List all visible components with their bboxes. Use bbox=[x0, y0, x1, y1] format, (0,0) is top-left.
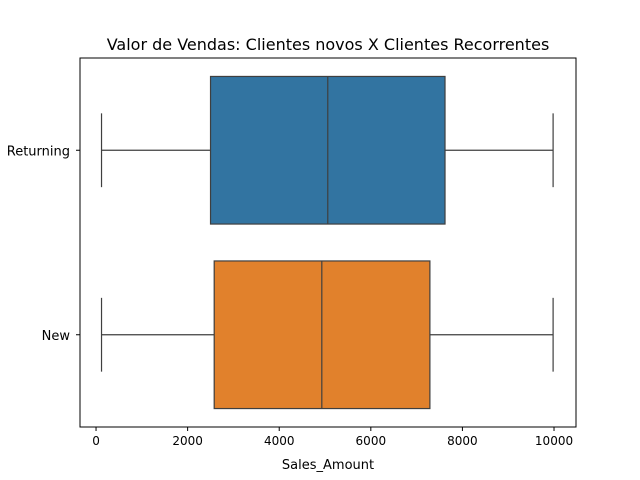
box-returning bbox=[100, 75, 554, 225]
y-axis-ticks: Returning New bbox=[7, 144, 80, 344]
y-tick-label-returning: Returning bbox=[7, 144, 70, 159]
x-tick-label-6000: 6000 bbox=[356, 434, 387, 448]
x-tick-label-0: 0 bbox=[92, 434, 100, 448]
chart-title: Valor de Vendas: Clientes novos X Client… bbox=[107, 35, 550, 54]
box-group bbox=[100, 75, 554, 410]
x-tick-label-8000: 8000 bbox=[447, 434, 478, 448]
x-axis-ticks: 0 2000 4000 6000 8000 10000 bbox=[92, 427, 573, 448]
x-tick-label-2000: 2000 bbox=[172, 434, 203, 448]
y-tick-label-new: New bbox=[42, 329, 71, 344]
box-new bbox=[100, 260, 554, 410]
plot-area-frame bbox=[79, 57, 577, 428]
x-axis-label: Sales_Amount bbox=[282, 458, 374, 473]
x-tick-label-4000: 4000 bbox=[264, 434, 295, 448]
x-tick-label-10000: 10000 bbox=[535, 434, 573, 448]
